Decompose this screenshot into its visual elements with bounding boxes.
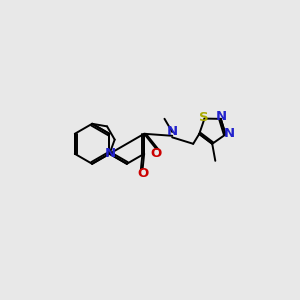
Text: N: N xyxy=(224,127,235,140)
Text: O: O xyxy=(151,147,162,160)
Text: N: N xyxy=(216,110,227,123)
Text: O: O xyxy=(137,167,148,180)
Text: N: N xyxy=(167,125,178,138)
Text: N: N xyxy=(105,146,116,160)
Text: S: S xyxy=(199,110,208,124)
